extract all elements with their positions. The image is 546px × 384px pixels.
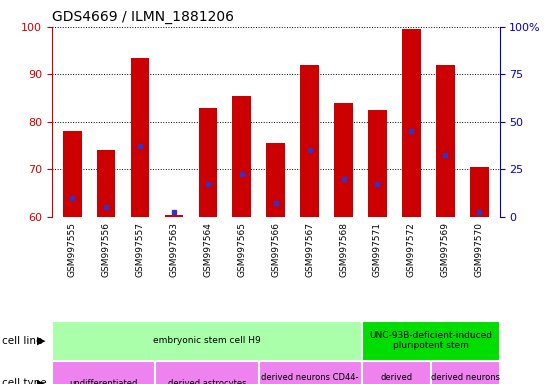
Text: GSM997566: GSM997566 bbox=[271, 222, 280, 277]
Text: ▶: ▶ bbox=[37, 378, 45, 384]
Text: derived astrocytes: derived astrocytes bbox=[168, 379, 246, 384]
Text: derived
astrocytes: derived astrocytes bbox=[375, 373, 418, 384]
Text: cell line: cell line bbox=[2, 336, 42, 346]
Text: GSM997571: GSM997571 bbox=[373, 222, 382, 277]
Text: GSM997572: GSM997572 bbox=[407, 222, 416, 277]
Text: embryonic stem cell H9: embryonic stem cell H9 bbox=[153, 336, 261, 345]
Bar bbox=[334, 103, 353, 217]
Bar bbox=[300, 65, 319, 217]
Text: derived neurons CD44-
EGFR-: derived neurons CD44- EGFR- bbox=[262, 373, 359, 384]
Bar bbox=[52, 321, 362, 361]
Text: undifferentiated: undifferentiated bbox=[69, 379, 138, 384]
Text: UNC-93B-deficient-induced
pluripotent stem: UNC-93B-deficient-induced pluripotent st… bbox=[369, 331, 492, 351]
Bar bbox=[470, 167, 489, 217]
Bar bbox=[436, 65, 455, 217]
Text: GSM997565: GSM997565 bbox=[238, 222, 246, 277]
Text: derived neurons
CD44- EGFR-: derived neurons CD44- EGFR- bbox=[431, 373, 500, 384]
Bar bbox=[266, 143, 285, 217]
Bar bbox=[362, 361, 431, 384]
Text: GSM997563: GSM997563 bbox=[169, 222, 179, 277]
Bar bbox=[233, 96, 251, 217]
Text: ▶: ▶ bbox=[37, 336, 45, 346]
Bar bbox=[155, 361, 258, 384]
Text: GSM997556: GSM997556 bbox=[102, 222, 111, 277]
Bar bbox=[402, 29, 421, 217]
Text: GDS4669 / ILMN_1881206: GDS4669 / ILMN_1881206 bbox=[52, 10, 234, 25]
Bar bbox=[130, 58, 150, 217]
Text: GSM997570: GSM997570 bbox=[474, 222, 484, 277]
Bar bbox=[97, 151, 115, 217]
Bar bbox=[63, 131, 81, 217]
Bar bbox=[52, 361, 155, 384]
Bar bbox=[368, 110, 387, 217]
Text: GSM997567: GSM997567 bbox=[305, 222, 314, 277]
Bar bbox=[431, 361, 500, 384]
Bar bbox=[165, 215, 183, 217]
Text: GSM997569: GSM997569 bbox=[441, 222, 450, 277]
Text: GSM997568: GSM997568 bbox=[339, 222, 348, 277]
Text: GSM997555: GSM997555 bbox=[68, 222, 77, 277]
Text: GSM997557: GSM997557 bbox=[135, 222, 145, 277]
Bar bbox=[258, 361, 362, 384]
Text: GSM997564: GSM997564 bbox=[204, 222, 212, 277]
Bar bbox=[199, 108, 217, 217]
Bar bbox=[362, 321, 500, 361]
Text: cell type: cell type bbox=[2, 378, 46, 384]
